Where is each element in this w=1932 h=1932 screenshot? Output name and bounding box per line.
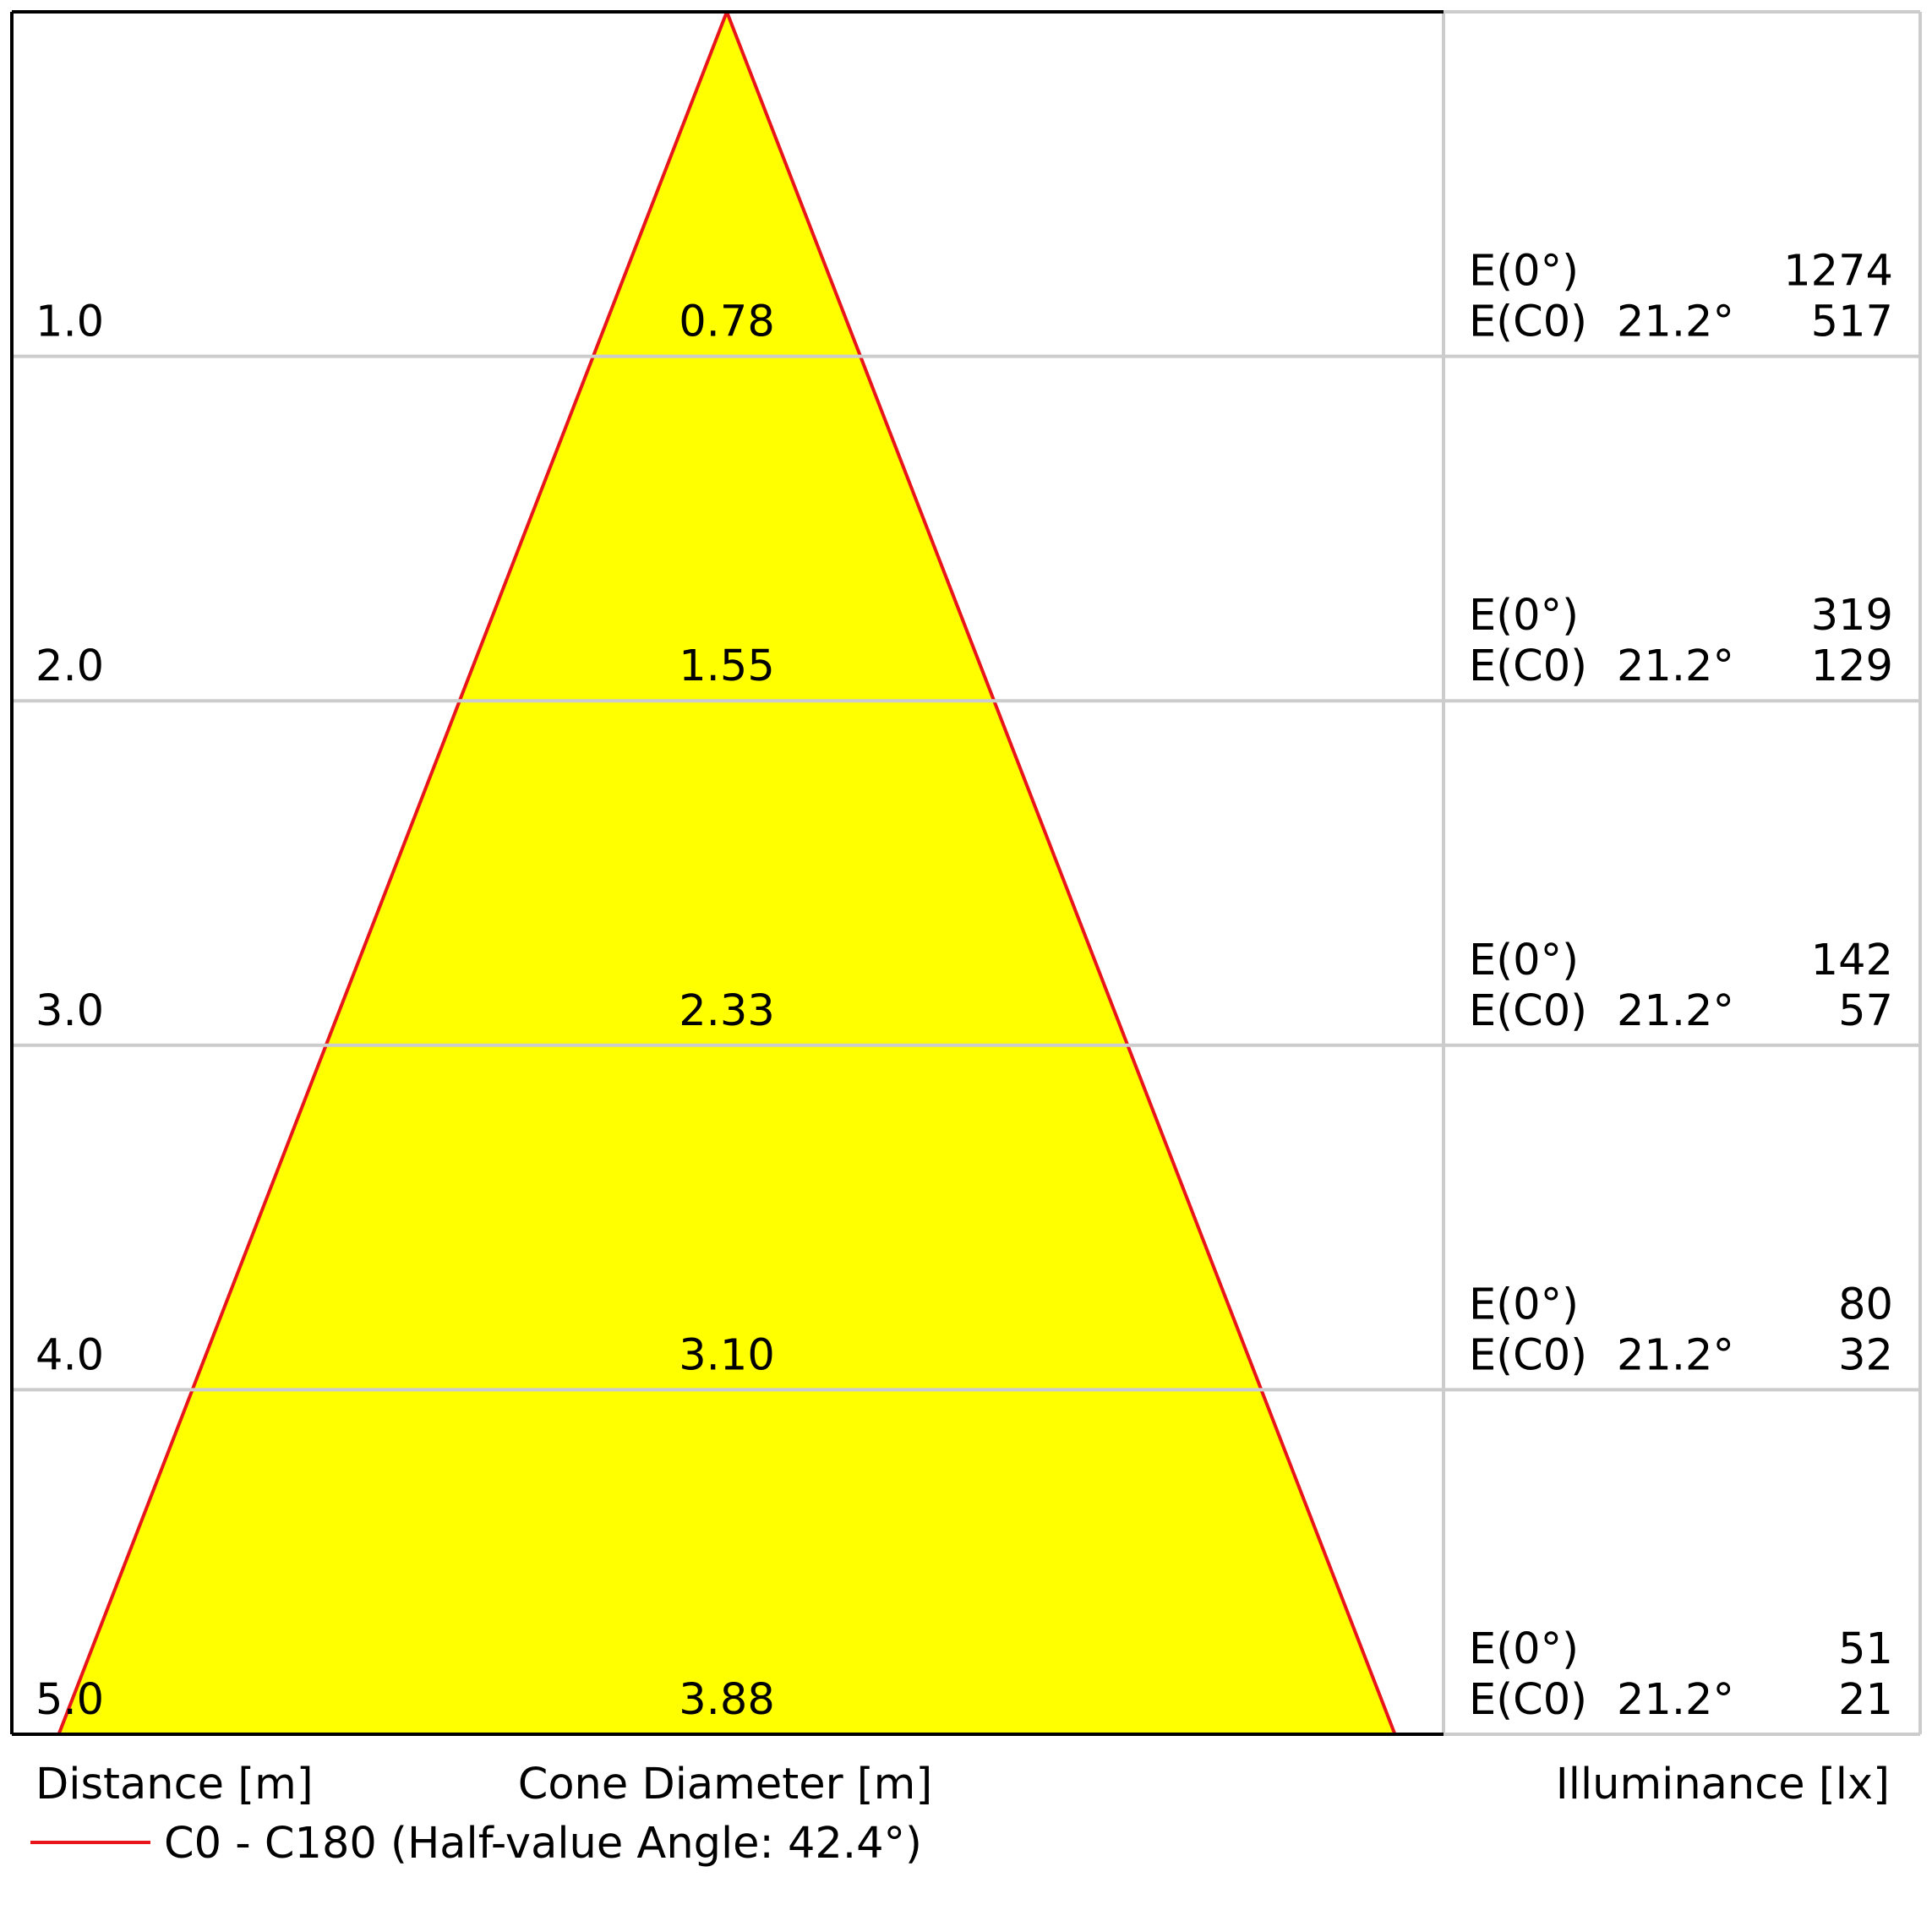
- diameter-value-label: 2.33: [679, 986, 775, 1036]
- ec0-value: 517: [1811, 297, 1893, 347]
- e0-label: E(0°): [1469, 936, 1579, 985]
- cone-fill: [58, 12, 1395, 1734]
- ec0-value: 21: [1838, 1675, 1893, 1725]
- e0-value: 142: [1811, 936, 1893, 985]
- e0-label: E(0°): [1469, 1624, 1579, 1674]
- ec0-value: 129: [1811, 641, 1893, 691]
- ec0-value: 32: [1838, 1330, 1893, 1380]
- e0-value: 51: [1838, 1624, 1893, 1674]
- e0-label: E(0°): [1469, 1280, 1579, 1329]
- ec0-angle: 21.2°: [1617, 986, 1734, 1036]
- diameter-value-label: 3.10: [679, 1330, 775, 1380]
- ec0-angle: 21.2°: [1617, 641, 1734, 691]
- diameter-axis-label: Cone Diameter [m]: [518, 1760, 933, 1809]
- cone-edge-left: [57, 11, 729, 1735]
- ec0-value: 57: [1838, 986, 1893, 1036]
- legend-label: C0 - C180 (Half-value Angle: 42.4°): [164, 1819, 922, 1869]
- distance-tick-label: 2.0: [35, 641, 104, 691]
- distance-axis-label: Distance [m]: [35, 1760, 314, 1809]
- distance-tick-label: 3.0: [35, 986, 104, 1036]
- diameter-value-label: 1.55: [679, 641, 775, 691]
- illuminance-axis-label: Illuminance [lx]: [1556, 1760, 1890, 1809]
- ec0-label: E(C0): [1469, 1675, 1587, 1725]
- e0-label: E(0°): [1469, 591, 1579, 641]
- e0-value: 319: [1811, 591, 1893, 641]
- ec0-label: E(C0): [1469, 1330, 1587, 1380]
- ec0-angle: 21.2°: [1617, 1330, 1734, 1380]
- e0-value: 80: [1838, 1280, 1893, 1329]
- ec0-label: E(C0): [1469, 297, 1587, 347]
- distance-tick-label: 1.0: [35, 297, 104, 347]
- diameter-value-label: 3.88: [679, 1675, 775, 1725]
- e0-label: E(0°): [1469, 247, 1579, 297]
- e0-value: 1274: [1783, 247, 1893, 297]
- ec0-angle: 21.2°: [1617, 1675, 1734, 1725]
- distance-tick-label: 4.0: [35, 1330, 104, 1380]
- distance-tick-label: 5.0: [35, 1675, 104, 1725]
- ec0-label: E(C0): [1469, 641, 1587, 691]
- ec0-label: E(C0): [1469, 986, 1587, 1036]
- cone-edge-right: [725, 11, 1397, 1735]
- ec0-angle: 21.2°: [1617, 297, 1734, 347]
- diameter-value-label: 0.78: [679, 297, 775, 347]
